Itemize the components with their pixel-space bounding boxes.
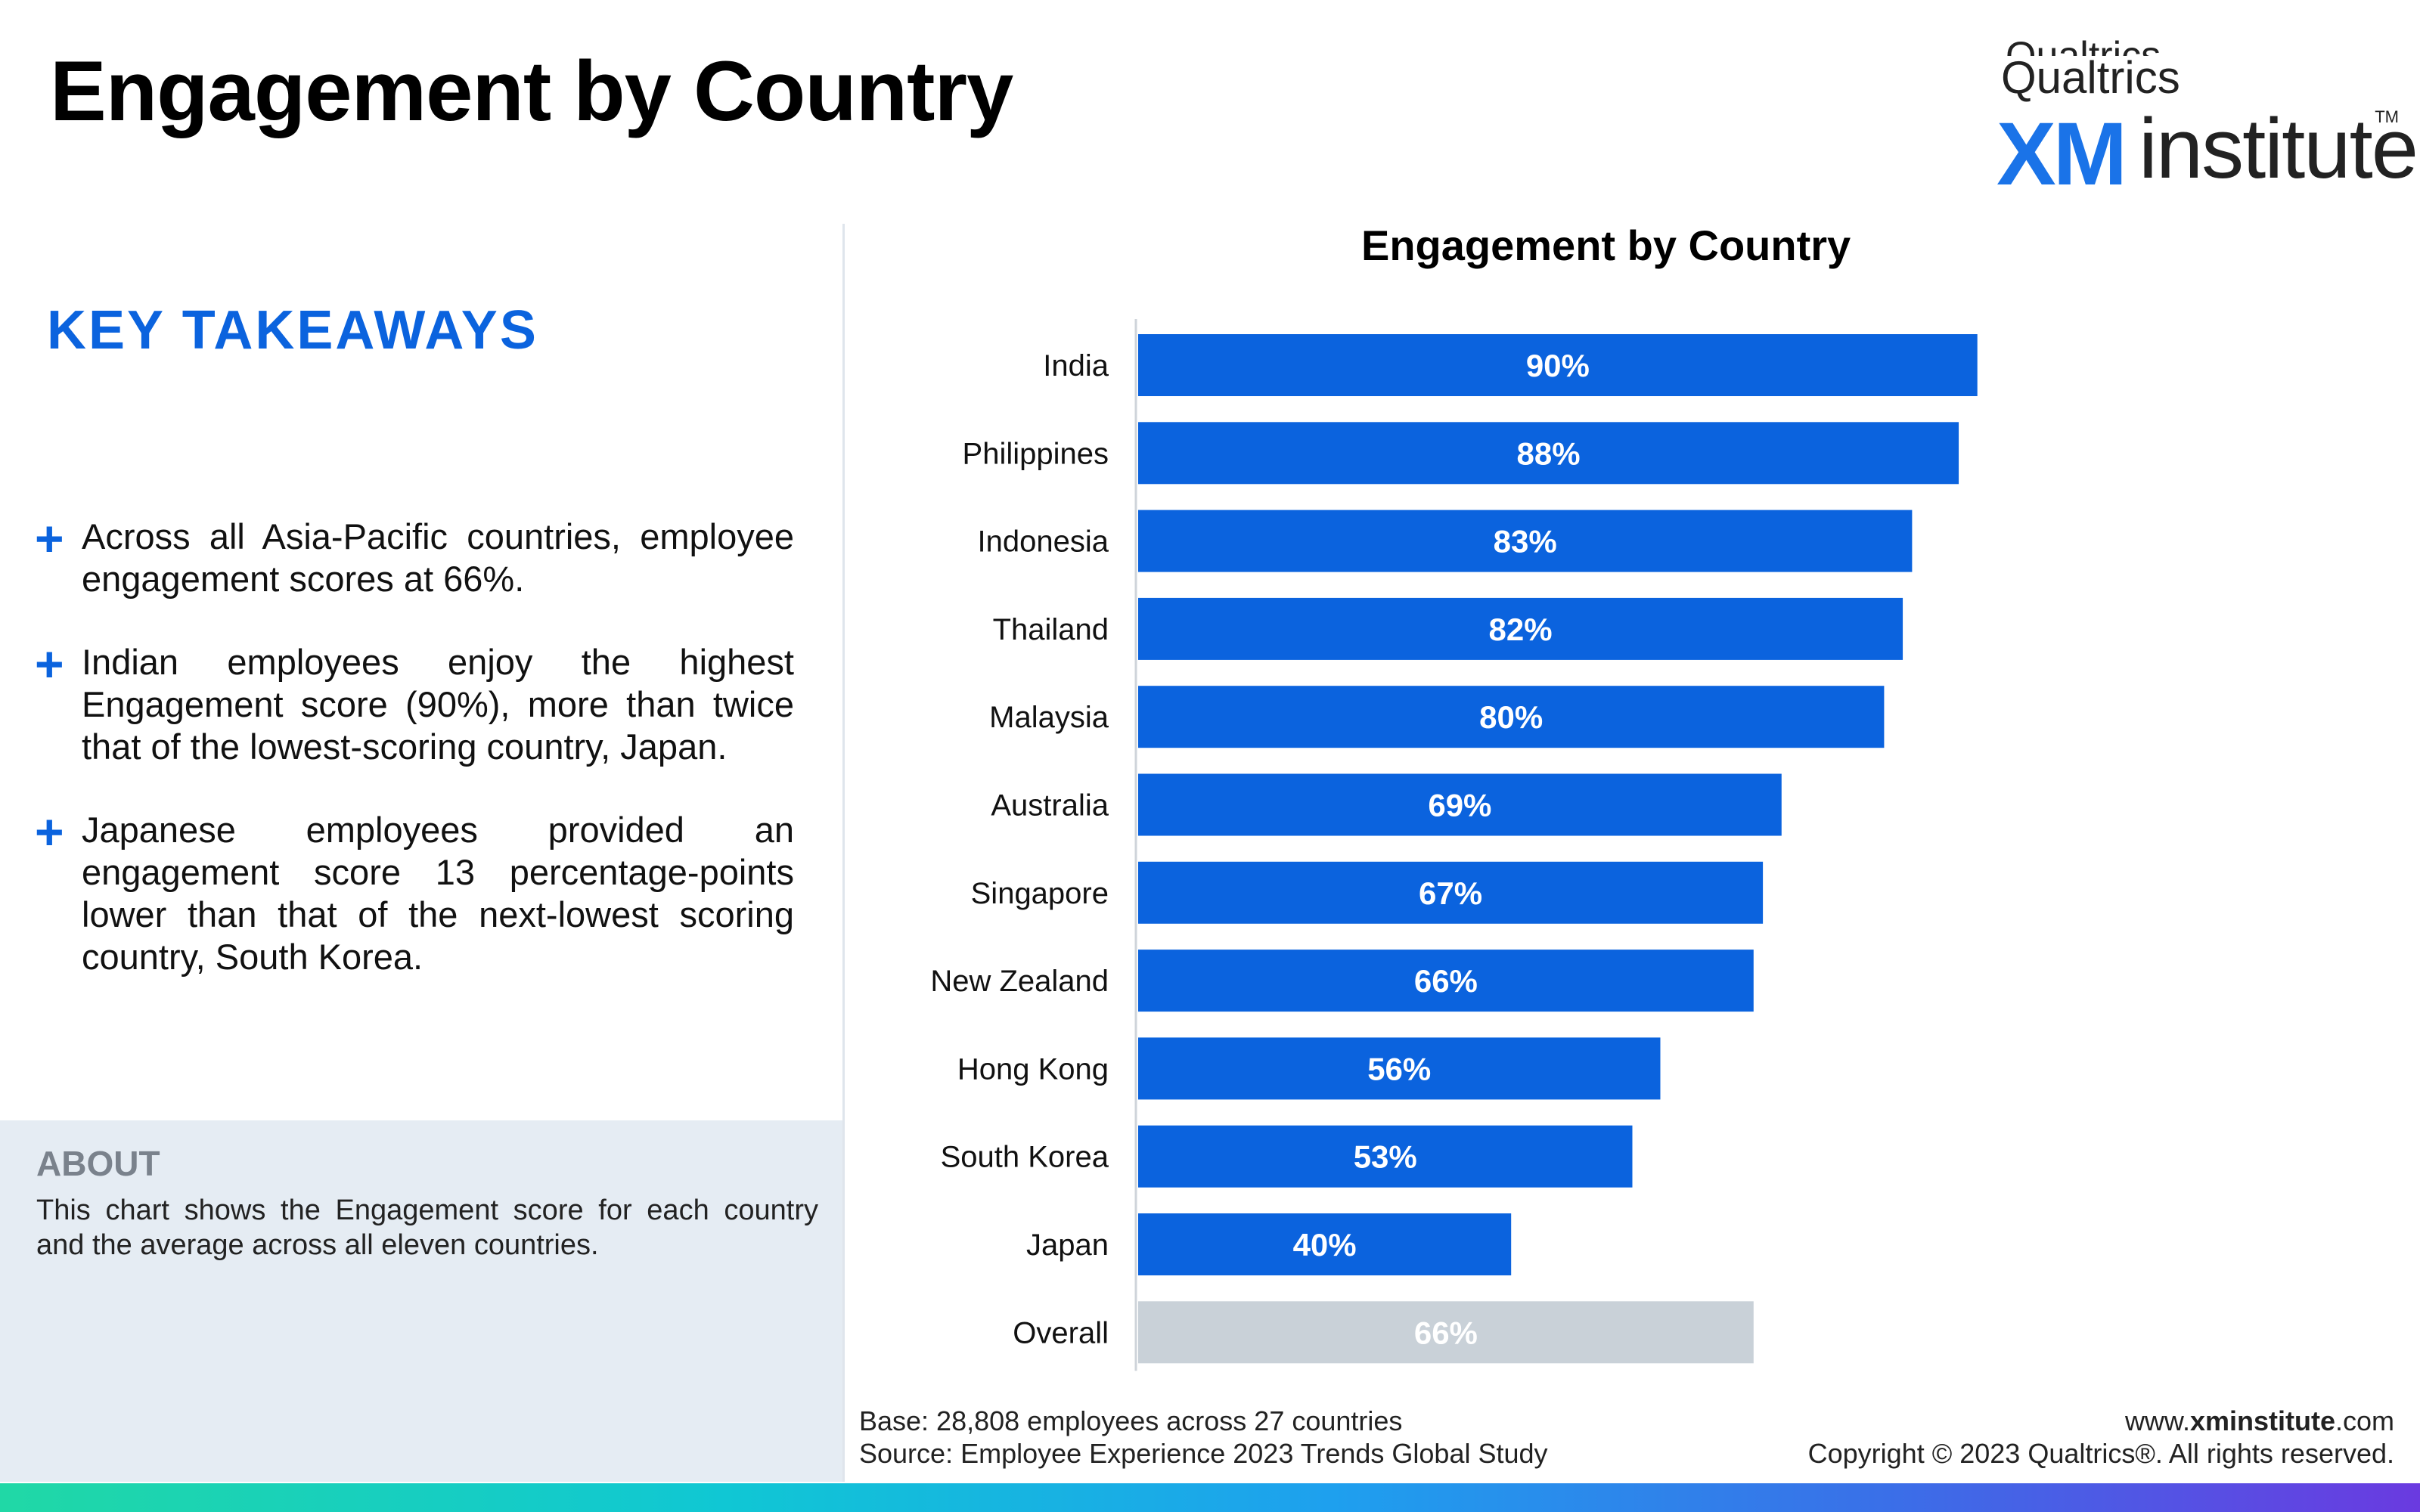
key-takeaways-heading: KEY TAKEAWAYS xyxy=(47,300,538,361)
takeaway-text: Indian employees enjoy the highest Engag… xyxy=(82,642,794,767)
category-label: New Zealand xyxy=(930,965,1109,998)
plus-icon: + xyxy=(35,510,64,566)
data-label: 90% xyxy=(1526,348,1590,383)
bar-singapore xyxy=(1138,861,1764,924)
category-label: Singapore xyxy=(971,877,1109,910)
footer-url-bold: xminstitute xyxy=(2189,1405,2335,1436)
logo-institute: institute xyxy=(2139,101,2418,196)
chart-title: Engagement by Country xyxy=(1361,222,1851,269)
page-title: Engagement by Country xyxy=(50,44,1013,138)
data-label: 83% xyxy=(1494,524,1557,559)
footer-url[interactable]: www.xminstitute.com xyxy=(1808,1405,2394,1437)
about-heading: ABOUT xyxy=(36,1144,160,1183)
footer-url-prefix: www. xyxy=(2124,1405,2190,1436)
data-label: 66% xyxy=(1414,963,1478,999)
footer-base: Base: 28,808 employees across 27 countri… xyxy=(859,1405,1403,1436)
bar-india xyxy=(1138,334,1978,396)
data-label: 80% xyxy=(1479,699,1543,735)
bar-malaysia xyxy=(1138,686,1885,748)
category-label: Japan xyxy=(1026,1228,1109,1262)
bottom-gradient-bar xyxy=(0,1483,2420,1512)
category-label: South Korea xyxy=(941,1141,1109,1174)
footer-copyright: Copyright © 2023 Qualtrics®. All rights … xyxy=(1807,1438,2394,1469)
plus-icon: + xyxy=(35,636,64,692)
xm-institute-logo: Qualtrics Qualtrics XM institute TM xyxy=(1975,33,2418,204)
data-label: 69% xyxy=(1428,788,1491,823)
category-label: Overall xyxy=(1013,1316,1109,1349)
data-label: 67% xyxy=(1419,875,1482,911)
bar-hong-kong xyxy=(1138,1037,1661,1100)
data-label: 88% xyxy=(1516,435,1580,471)
bar-indonesia xyxy=(1138,510,1913,572)
data-label: 53% xyxy=(1354,1139,1417,1175)
logo-tm: TM xyxy=(2375,107,2399,126)
category-label: Philippines xyxy=(963,437,1109,470)
bar-overall xyxy=(1138,1301,1754,1364)
bar-thailand xyxy=(1138,597,1903,660)
bar-philippines xyxy=(1138,422,1959,485)
plus-icon: + xyxy=(35,804,64,860)
logo-xm: XM xyxy=(1996,104,2127,204)
data-label: 66% xyxy=(1414,1315,1478,1350)
takeaway-item: + Indian employees enjoy the highest Eng… xyxy=(33,636,794,768)
about-text: This chart shows the Engagement score fo… xyxy=(36,1194,818,1261)
takeaway-text: Across all Asia-Pacific countries, emplo… xyxy=(82,516,794,599)
takeaway-item: + Japanese employees provided an engagem… xyxy=(33,804,794,978)
data-label: 40% xyxy=(1293,1227,1357,1263)
footer-source: Source: Employee Experience 2023 Trends … xyxy=(859,1438,1548,1469)
data-label: 56% xyxy=(1367,1051,1431,1086)
takeaways-list: + Across all Asia-Pacific countries, emp… xyxy=(33,510,794,1019)
category-label: Hong Kong xyxy=(957,1052,1109,1086)
vertical-divider xyxy=(842,224,845,1482)
bar-new-zealand xyxy=(1138,950,1754,1012)
bar-japan xyxy=(1138,1213,1512,1275)
logo-top-text: Qualtrics xyxy=(2006,34,2161,56)
category-label: Thailand xyxy=(993,613,1109,646)
takeaway-item: + Across all Asia-Pacific countries, emp… xyxy=(33,510,794,600)
category-label: India xyxy=(1043,349,1109,383)
takeaway-text: Japanese employees provided an engagemen… xyxy=(82,810,794,977)
footer-notes: Base: 28,808 employees across 27 countri… xyxy=(859,1405,1548,1470)
bar-australia xyxy=(1138,773,1782,836)
data-label: 82% xyxy=(1488,612,1552,647)
logo-company: Qualtrics xyxy=(2001,52,2180,103)
footer-url-suffix: .com xyxy=(2335,1405,2394,1436)
about-panel xyxy=(0,1120,842,1482)
category-label: Australia xyxy=(991,789,1109,823)
bar-chart: India 90% Philippines 88% Indonesia 83% Thaila… xyxy=(930,319,1978,1371)
bar-south-korea xyxy=(1138,1125,1633,1188)
footer-credits: www.xminstitute.com Copyright © 2023 Qua… xyxy=(1808,1405,2394,1470)
category-label: Malaysia xyxy=(989,701,1109,734)
category-label: Indonesia xyxy=(978,525,1109,559)
